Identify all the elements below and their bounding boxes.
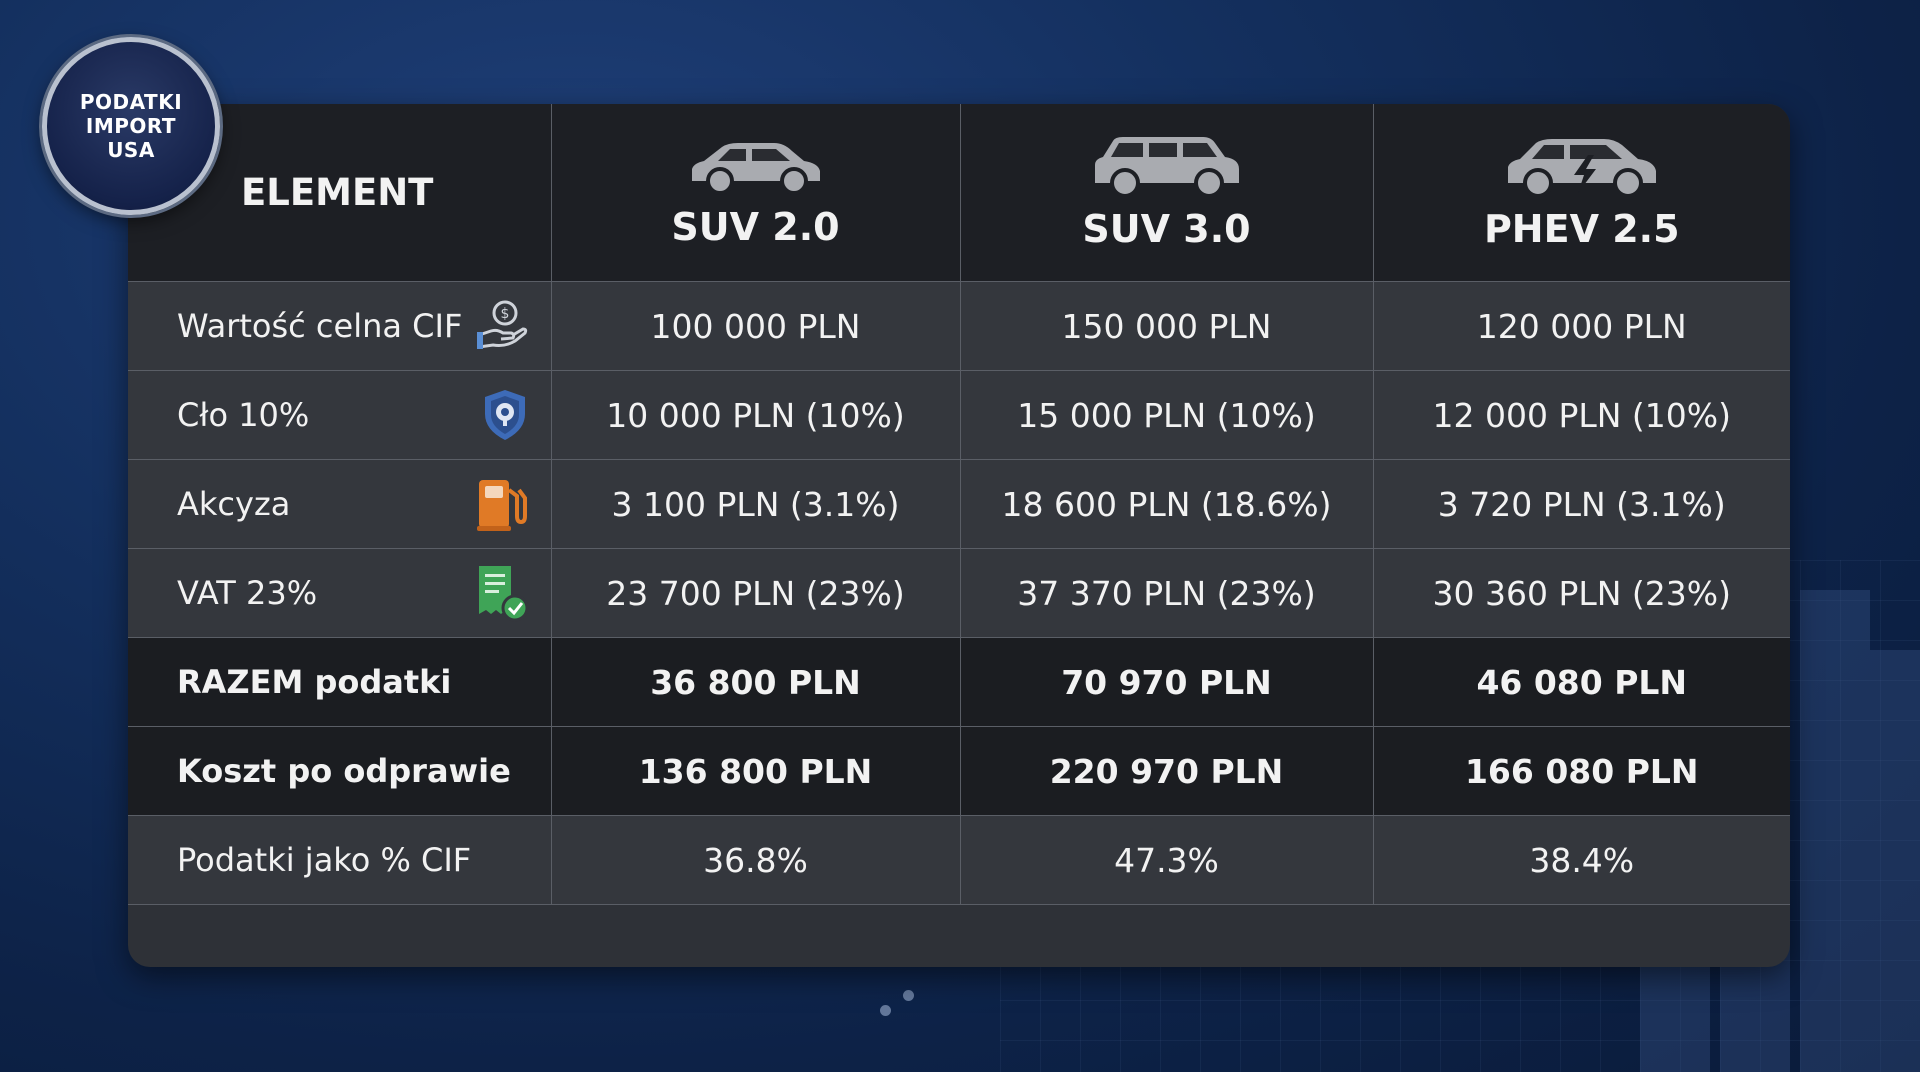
fuel-pump-icon bbox=[476, 480, 527, 531]
row-label: Akcyza bbox=[177, 485, 291, 523]
svg-text:$: $ bbox=[500, 306, 509, 322]
value-cell: 30 360 PLN (23%) bbox=[1372, 548, 1790, 638]
value-cell: 15 000 PLN (10%) bbox=[959, 370, 1374, 460]
badge-line: IMPORT bbox=[85, 114, 177, 138]
background-dot bbox=[880, 1005, 891, 1016]
column-label: SUV 2.0 bbox=[671, 204, 840, 249]
table-row-podatki-procent: Podatki jako % CIF 36.8% 47.3% 38.4% bbox=[128, 815, 1790, 905]
column-label: PHEV 2.5 bbox=[1483, 206, 1680, 251]
row-label: Wartość celna CIF bbox=[177, 307, 463, 345]
row-label: Koszt po odprawie bbox=[128, 726, 552, 816]
table-row-wartosc-celna: Wartość celna CIF $ 100 000 PLN 150 000 … bbox=[128, 281, 1790, 371]
value-cell: 70 970 PLN bbox=[959, 637, 1374, 727]
receipt-check-icon bbox=[478, 566, 528, 622]
value-cell: 23 700 PLN (23%) bbox=[550, 548, 961, 638]
value-cell: 120 000 PLN bbox=[1372, 281, 1790, 371]
background-bar bbox=[1870, 650, 1920, 1072]
row-label: RAZEM podatki bbox=[128, 637, 552, 727]
value-cell: 166 080 PLN bbox=[1372, 726, 1790, 816]
value-cell: 37 370 PLN (23%) bbox=[959, 548, 1374, 638]
column-label: SUV 3.0 bbox=[1082, 206, 1251, 251]
value-cell: 150 000 PLN bbox=[959, 281, 1374, 371]
background-dot bbox=[903, 990, 914, 1001]
podatki-import-badge: PODATKI IMPORT USA bbox=[42, 37, 220, 215]
row-label: VAT 23% bbox=[177, 574, 318, 612]
column-header-suv-3-0: SUV 3.0 bbox=[959, 104, 1374, 282]
value-cell: 18 600 PLN (18.6%) bbox=[959, 459, 1374, 549]
table-row-koszt-po-odprawie: Koszt po odprawie 136 800 PLN 220 970 PL… bbox=[128, 726, 1790, 816]
row-label-cell: VAT 23% bbox=[128, 548, 552, 638]
tax-comparison-panel: ELEMENT SUV 2.0 bbox=[128, 104, 1790, 967]
value-cell: 3 100 PLN (3.1%) bbox=[550, 459, 961, 549]
column-header-phev-2-5: PHEV 2.5 bbox=[1372, 104, 1790, 282]
shield-icon bbox=[484, 390, 525, 440]
table-row-vat: VAT 23% 23 700 PLN (23%) 37 370 PLN (23%… bbox=[128, 548, 1790, 638]
row-label-cell: Akcyza bbox=[128, 459, 552, 549]
hybrid-car-icon bbox=[1507, 138, 1656, 197]
background-bar bbox=[1800, 590, 1870, 1072]
row-label-cell: Wartość celna CIF $ bbox=[128, 281, 552, 371]
value-cell: 136 800 PLN bbox=[550, 726, 961, 816]
suv-car-icon bbox=[691, 142, 820, 195]
tax-comparison-table: ELEMENT SUV 2.0 bbox=[128, 104, 1790, 905]
badge-line: USA bbox=[107, 138, 155, 162]
table-row-akcyza: Akcyza 3 100 PLN (3.1%) 18 600 PLN (18.6… bbox=[128, 459, 1790, 549]
row-label-cell: Cło 10% bbox=[128, 370, 552, 460]
row-label: Podatki jako % CIF bbox=[128, 815, 552, 905]
value-cell: 220 970 PLN bbox=[959, 726, 1374, 816]
value-cell: 36 800 PLN bbox=[550, 637, 961, 727]
row-label: Cło 10% bbox=[177, 396, 310, 434]
table-row-razem-podatki: RAZEM podatki 36 800 PLN 70 970 PLN 46 0… bbox=[128, 637, 1790, 727]
large-suv-icon bbox=[1094, 136, 1239, 197]
value-cell: 46 080 PLN bbox=[1372, 637, 1790, 727]
value-cell: 10 000 PLN (10%) bbox=[550, 370, 961, 460]
header-row: ELEMENT SUV 2.0 bbox=[128, 104, 1790, 282]
table-row-clo: Cło 10% 10 000 PLN (10%) 15 000 PLN (10%… bbox=[128, 370, 1790, 460]
column-header-suv-2-0: SUV 2.0 bbox=[550, 104, 961, 282]
badge-line: PODATKI bbox=[79, 90, 183, 114]
money-hand-icon: $ bbox=[476, 300, 527, 349]
value-cell: 3 720 PLN (3.1%) bbox=[1372, 459, 1790, 549]
value-cell: 36.8% bbox=[550, 815, 961, 905]
value-cell: 12 000 PLN (10%) bbox=[1372, 370, 1790, 460]
value-cell: 38.4% bbox=[1372, 815, 1790, 905]
value-cell: 100 000 PLN bbox=[550, 281, 961, 371]
value-cell: 47.3% bbox=[959, 815, 1374, 905]
